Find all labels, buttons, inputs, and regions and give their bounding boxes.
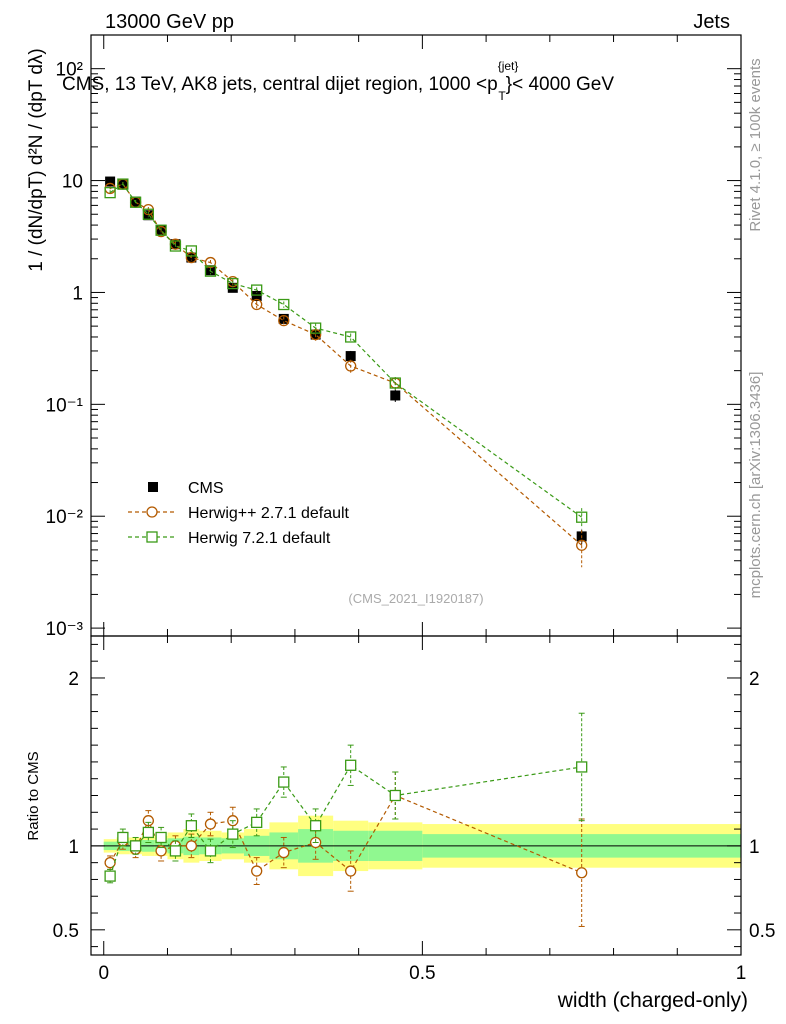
herwig7-ratio-point-9 <box>251 816 263 829</box>
y-main-tick-label-4: 10 <box>62 172 83 193</box>
herwigpp-ratio-point-10 <box>278 846 290 859</box>
herwig7-ratio-point-8 <box>227 828 239 840</box>
herwig7-ratio-point-5 <box>169 845 182 857</box>
mcplots-label: mcplots.cern.ch [arXiv:1306.3436] <box>747 372 764 599</box>
herwigpp-ratio-point-12 <box>345 865 357 877</box>
herwig7-ratio-point-10 <box>278 776 290 788</box>
chart-title: CMS, 13 TeV, AK8 jets, central dijet reg… <box>62 59 614 103</box>
herwig7-ratio-point-12 <box>345 759 357 771</box>
herwigpp-point-12 <box>345 360 357 372</box>
cms-point-12 <box>345 351 356 362</box>
y-ratio-tick-label-left-1: 1 <box>68 837 79 858</box>
chart-title-end: }< 4000 GeV <box>506 74 615 95</box>
herwig7-ratio-point-4 <box>155 831 167 844</box>
herwig7-ratio-point-2 <box>129 840 142 852</box>
y-ratio-tick-label-right-1: 1 <box>749 837 760 858</box>
legend-marker-herwig7 <box>146 531 158 543</box>
herwigpp-ratio-point-7 <box>204 818 217 830</box>
header-right: Jets <box>693 11 730 33</box>
herwigpp-ratio-point-9 <box>251 865 263 877</box>
herwigpp-ratio-point-3 <box>142 815 155 827</box>
herwig7-ratio-point-14 <box>576 761 588 773</box>
herwigpp-point-10 <box>278 314 290 327</box>
y-main-tick-label-2: 10⁻¹ <box>46 395 84 416</box>
rivet-label: Rivet 4.1.0, ≥ 100k events <box>747 58 764 231</box>
herwig7-ratio-point-6 <box>185 820 198 832</box>
y-main-tick-label-5: 10² <box>56 60 83 81</box>
chart-title-main: CMS, 13 TeV, AK8 jets, central dijet reg… <box>62 74 498 95</box>
y-ratio-tick-label-left-0: 0.5 <box>53 921 79 942</box>
x-tick-label-0: 0 <box>98 963 109 984</box>
herwig7-ratio-point-3 <box>142 826 155 839</box>
herwig7-point-7 <box>204 265 217 277</box>
chart-title-sub: T <box>498 89 506 103</box>
herwig7-line <box>109 183 583 518</box>
cms-point-13 <box>390 390 401 401</box>
herwig7-point-10 <box>278 298 290 311</box>
cms-point-0 <box>105 176 116 187</box>
herwig7-ratio-point-13 <box>389 789 401 802</box>
herwig7-point-6 <box>185 245 198 257</box>
herwigpp-point-14 <box>576 539 588 551</box>
y-ratio-tick-label-right-0: 0.5 <box>749 921 775 942</box>
herwigpp-ratio-point-6 <box>185 840 198 852</box>
x-tick-label-1: 0.5 <box>409 963 435 984</box>
herwig7-point-2 <box>129 196 142 208</box>
herwig7-point-12 <box>345 331 357 343</box>
herwigpp-ratio-point-4 <box>155 845 167 857</box>
data-series <box>104 176 588 927</box>
cms-point-8 <box>227 282 238 293</box>
herwig7-point-13 <box>389 377 401 389</box>
y-axis-label-ratio: Ratio to CMS <box>25 751 42 840</box>
legend: CMS Herwig++ 2.7.1 default Herwig 7.2.1 de… <box>128 480 350 547</box>
y-main-tick-label-3: 1 <box>72 283 83 304</box>
y-main-tick-label-1: 10⁻² <box>46 507 84 528</box>
herwig7-point-9 <box>251 284 263 296</box>
herwig7-point-3 <box>142 208 155 220</box>
legend-label-cms: CMS <box>188 480 224 497</box>
y-axis-label-main: 1 / (dN/dpT) d²N / (dpT dλ) <box>26 48 47 272</box>
legend-marker-herwigpp <box>146 506 158 518</box>
herwigpp-point-9 <box>251 298 263 311</box>
ratio-frame <box>90 635 742 956</box>
herwig7-ratio-point-1 <box>117 831 129 844</box>
y-ratio-tick-label-left-2: 2 <box>68 669 79 690</box>
legend-label-herwigpp: Herwig++ 2.7.1 default <box>188 505 350 522</box>
chart-title-super: {jet} <box>498 59 519 73</box>
herwig7-point-4 <box>155 224 167 236</box>
herwig7-ratio-point-0 <box>104 870 116 882</box>
herwig7-point-1 <box>117 178 129 190</box>
x-tick-label-2: 1 <box>736 963 747 984</box>
legend-label-herwig7: Herwig 7.2.1 default <box>188 530 331 547</box>
herwigpp-point-7 <box>204 256 217 269</box>
y-ratio-tick-label-right-2: 2 <box>749 669 760 690</box>
x-axis-label: width (charged-only) <box>557 989 748 1012</box>
herwig7-ratio-point-7 <box>204 845 217 857</box>
herwig7-point-5 <box>169 240 182 252</box>
herwig7-ratio-point-11 <box>309 820 322 832</box>
legend-marker-cms <box>148 482 158 492</box>
herwig7-point-11 <box>309 322 322 334</box>
y-main-tick-label-0: 10⁻³ <box>46 619 84 640</box>
herwigpp-ratio-point-14 <box>576 867 588 879</box>
herwig7-point-8 <box>227 277 239 290</box>
watermark: (CMS_2021_I1920187) <box>348 591 483 606</box>
herwig7-point-14 <box>576 511 588 523</box>
herwigpp-point-6 <box>185 251 198 264</box>
herwig7-point-0 <box>104 186 116 199</box>
cms-point-9 <box>251 290 262 301</box>
header-left: 13000 GeV pp <box>105 11 234 33</box>
